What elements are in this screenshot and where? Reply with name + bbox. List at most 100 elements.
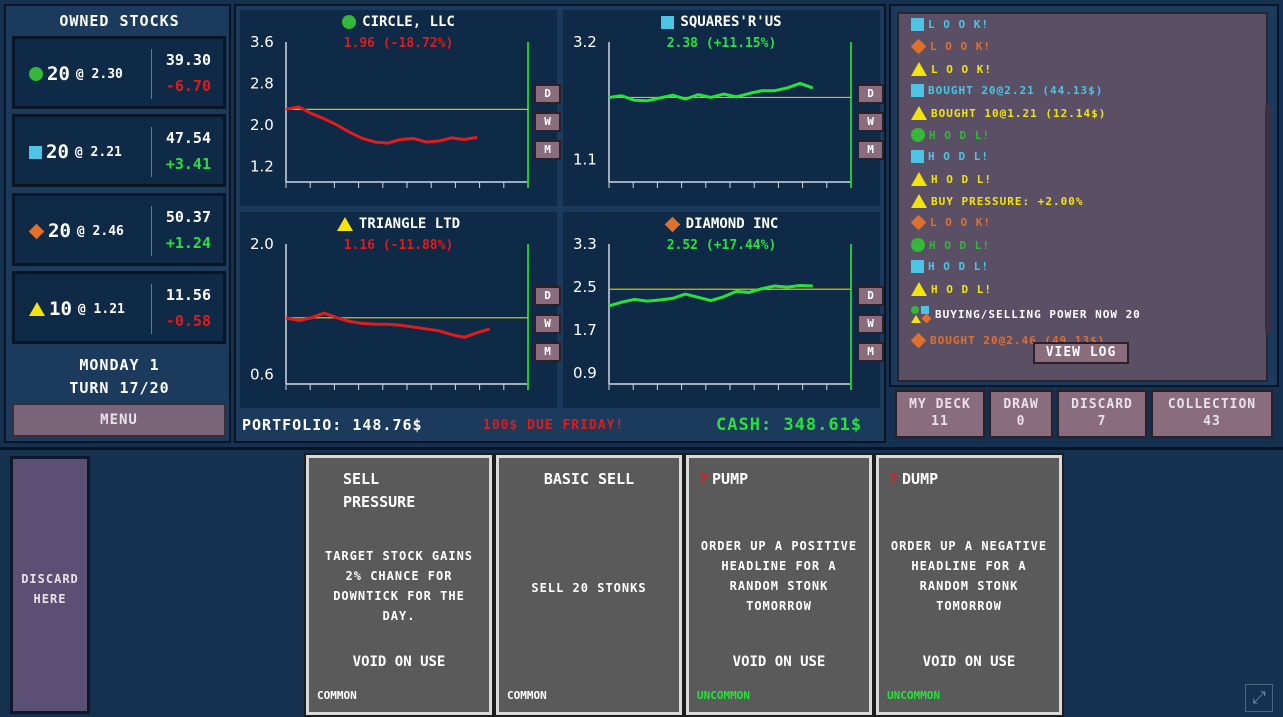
period-button-m[interactable]: M bbox=[857, 140, 884, 160]
circle-icon bbox=[29, 67, 43, 81]
fullscreen-icon[interactable]: ⤢ bbox=[1245, 684, 1273, 712]
triangle-icon bbox=[911, 106, 927, 120]
card-void-label: VOID ON USE bbox=[922, 654, 1016, 670]
log-entry: H O D L! bbox=[911, 128, 990, 142]
holding-delta: +3.41 bbox=[165, 155, 211, 173]
y-tick-label: 3.6 bbox=[250, 33, 274, 51]
period-button-w[interactable]: W bbox=[534, 314, 561, 334]
period-button-d[interactable]: D bbox=[534, 84, 561, 104]
due-warning: 100$ DUE FRIDAY! bbox=[483, 418, 625, 433]
triangle-icon bbox=[911, 194, 927, 208]
triangle-icon bbox=[911, 282, 927, 296]
discard-pile-button[interactable]: DISCARD 7 bbox=[1057, 390, 1147, 438]
chart-title: DIAMOND INC bbox=[685, 216, 779, 232]
pile-count: 11 bbox=[931, 414, 949, 429]
log-entry: L O O K! bbox=[910, 38, 991, 55]
triangle-icon bbox=[911, 172, 927, 186]
log-entry-text: H O D L! bbox=[931, 172, 992, 186]
log-entry: H O D L! bbox=[911, 260, 989, 273]
card-rarity: UNCOMMON bbox=[697, 689, 750, 702]
pile-count: 0 bbox=[1016, 414, 1026, 429]
my-deck-button[interactable]: MY DECK 11 bbox=[895, 390, 985, 438]
y-tick-label: 3.2 bbox=[573, 33, 597, 51]
log-entry-text: L O O K! bbox=[930, 216, 991, 229]
period-button-w[interactable]: W bbox=[857, 314, 884, 334]
y-tick-label: 1.2 bbox=[250, 157, 274, 175]
period-button-m[interactable]: M bbox=[534, 342, 561, 362]
price-series-line bbox=[608, 283, 813, 308]
period-button-m[interactable]: M bbox=[534, 140, 561, 160]
chart-svg: 3.6 2.8 2.0 1.2 bbox=[250, 33, 529, 188]
turn-label: TURN 17/20 bbox=[69, 379, 170, 397]
menu-button[interactable]: MENU bbox=[12, 403, 226, 437]
square-icon bbox=[911, 150, 924, 163]
chart-svg: 3.3 2.5 1.7 0.9 bbox=[573, 235, 852, 390]
period-button-w[interactable]: W bbox=[534, 112, 561, 132]
log-entry-text: H O D L! bbox=[931, 282, 992, 296]
period-button-d[interactable]: D bbox=[857, 84, 884, 104]
draw-pile-button[interactable]: DRAW 0 bbox=[989, 390, 1053, 438]
view-log-button[interactable]: VIEW LOG bbox=[1033, 342, 1129, 364]
log-entry-text: H O D L! bbox=[929, 238, 990, 252]
chart-title: SQUARES'R'US bbox=[680, 14, 782, 30]
pile-label: COLLECTION bbox=[1167, 397, 1257, 412]
diamond-icon bbox=[910, 214, 927, 231]
chart-change: 1.96 (-18.72%) bbox=[343, 36, 454, 51]
holding-qty: 20 bbox=[46, 141, 69, 163]
period-button-d[interactable]: D bbox=[857, 286, 884, 306]
log-entry-text: BUY PRESSURE: +2.00% bbox=[931, 194, 1084, 208]
portfolio-value: PORTFOLIO: 148.76$ bbox=[242, 416, 423, 434]
card-description: ORDER UP A POSITIVE HEADLINE FOR A RANDO… bbox=[700, 539, 858, 613]
card-description: SELL 20 STONKS bbox=[531, 581, 647, 595]
period-button-d[interactable]: D bbox=[534, 286, 561, 306]
card-pump[interactable]: ? PUMP ORDER UP A POSITIVE HEADLINE FOR A… bbox=[684, 453, 874, 717]
log-entry: BUY PRESSURE: +2.00% bbox=[911, 194, 1083, 208]
holding-qty: 20 bbox=[48, 220, 71, 242]
log-scrollbar[interactable] bbox=[1265, 104, 1272, 334]
card-title: SELL PRESSURE bbox=[343, 470, 416, 511]
square-icon bbox=[911, 260, 924, 273]
diamond-icon bbox=[910, 38, 927, 55]
price-series-line bbox=[608, 81, 814, 103]
log-entry-text: L O O K! bbox=[928, 18, 989, 31]
circle-icon bbox=[342, 15, 357, 29]
card-rarity: COMMON bbox=[507, 689, 547, 702]
holding-price: @ 2.30 bbox=[75, 66, 123, 82]
holding-value: 50.37 bbox=[165, 208, 211, 226]
card-void-label: VOID ON USE bbox=[352, 654, 446, 670]
event-log[interactable]: L O O K! L O O K! L O O K! BOUGHT 20@2.21 (… bbox=[897, 12, 1268, 382]
card-title: BASIC SELL bbox=[543, 470, 635, 488]
holding-circle[interactable]: 20 @ 2.30 39.30 -6.70 bbox=[12, 36, 226, 109]
stock-chart-circle: 3.6 2.8 2.0 1.2 CIRCLE, LLC 1.96 (-18.72%) … bbox=[240, 10, 561, 206]
y-tick-label: 3.3 bbox=[573, 235, 597, 253]
holding-value: 47.54 bbox=[165, 129, 211, 147]
stock-chart-diamond: 3.3 2.5 1.7 0.9 DIAMOND INC 2.52 (+17.44%) … bbox=[563, 212, 884, 408]
period-button-w[interactable]: W bbox=[857, 112, 884, 132]
holding-square[interactable]: 20 @ 2.21 47.54 +3.41 bbox=[12, 114, 226, 187]
log-entry-text: H O D L! bbox=[928, 150, 989, 163]
pile-label: DISCARD bbox=[1071, 397, 1133, 412]
holding-triangle[interactable]: 10 @ 1.21 11.56 -0.58 bbox=[12, 271, 226, 344]
diamond-icon bbox=[28, 223, 45, 239]
chart-title: CIRCLE, LLC bbox=[362, 14, 455, 30]
card-sell-pressure[interactable]: SELL PRESSURE TARGET STOCK GAINS 2% CHAN… bbox=[304, 453, 494, 717]
period-button-m[interactable]: M bbox=[857, 342, 884, 362]
card-description: TARGET STOCK GAINS 2% CHANCE FOR DOWNTIC… bbox=[324, 549, 474, 623]
log-entry: H O D L! bbox=[911, 172, 992, 186]
chart-change: 2.38 (+11.15%) bbox=[666, 36, 777, 51]
chart-area: 3.6 2.8 2.0 1.2 CIRCLE, LLC 1.96 (-18.72%) … bbox=[234, 4, 886, 443]
holding-diamond[interactable]: 20 @ 2.46 50.37 +1.24 bbox=[12, 193, 226, 266]
holding-delta: -6.70 bbox=[165, 77, 211, 95]
log-entry: H O D L! bbox=[911, 150, 989, 163]
log-entry: BOUGHT 20@2.21 (44.13$) bbox=[911, 84, 1103, 97]
log-entry: L O O K! bbox=[911, 18, 989, 31]
card-basic-sell[interactable]: BASIC SELL SELL 20 STONKS COMMON bbox=[494, 453, 684, 717]
card-dump[interactable]: ? DUMP ORDER UP A NEGATIVE HEADLINE FOR A… bbox=[874, 453, 1064, 717]
y-tick-label: 0.6 bbox=[250, 366, 274, 384]
holding-price: @ 2.21 bbox=[74, 144, 122, 160]
collection-button[interactable]: COLLECTION 43 bbox=[1151, 390, 1273, 438]
diamond-icon bbox=[910, 332, 927, 349]
y-tick-label: 2.0 bbox=[250, 235, 274, 253]
discard-drop-zone[interactable]: DISCARD HERE bbox=[10, 456, 90, 714]
